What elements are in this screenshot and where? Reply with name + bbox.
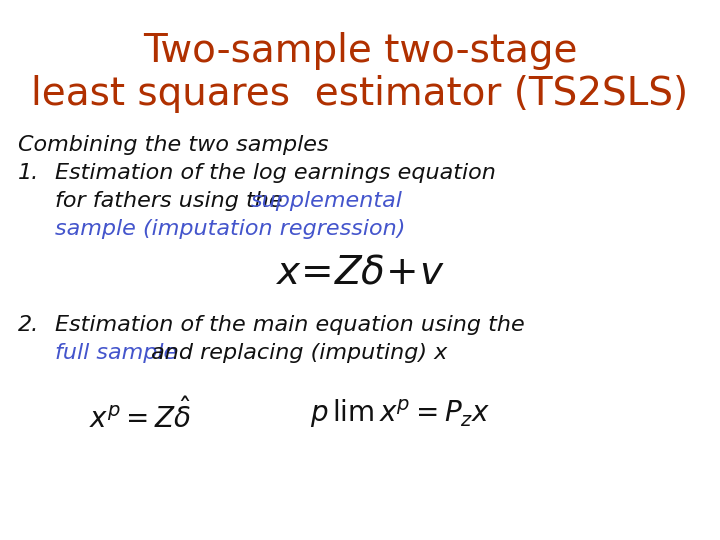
Text: $x\!=\!Z\delta\!+\!v$: $x\!=\!Z\delta\!+\!v$ xyxy=(275,255,445,292)
Text: full sample: full sample xyxy=(55,343,177,363)
Text: and replacing (imputing) x: and replacing (imputing) x xyxy=(144,343,447,363)
Text: Two-sample two-stage: Two-sample two-stage xyxy=(143,32,577,70)
Text: Combining the two samples: Combining the two samples xyxy=(18,135,328,155)
Text: 1.: 1. xyxy=(18,163,40,183)
Text: for fathers using the: for fathers using the xyxy=(55,191,289,211)
Text: $x^p = Z\hat{\delta}$: $x^p = Z\hat{\delta}$ xyxy=(89,398,192,434)
Text: supplemental: supplemental xyxy=(251,191,403,211)
Text: Estimation of the main equation using the: Estimation of the main equation using th… xyxy=(55,315,525,335)
Text: least squares  estimator (TS2SLS): least squares estimator (TS2SLS) xyxy=(32,75,688,113)
Text: sample (imputation regression): sample (imputation regression) xyxy=(55,219,405,239)
Text: Estimation of the log earnings equation: Estimation of the log earnings equation xyxy=(55,163,496,183)
Text: 2.: 2. xyxy=(18,315,40,335)
Text: $p\,\mathrm{lim}\,x^p = P_z x$: $p\,\mathrm{lim}\,x^p = P_z x$ xyxy=(310,398,490,430)
